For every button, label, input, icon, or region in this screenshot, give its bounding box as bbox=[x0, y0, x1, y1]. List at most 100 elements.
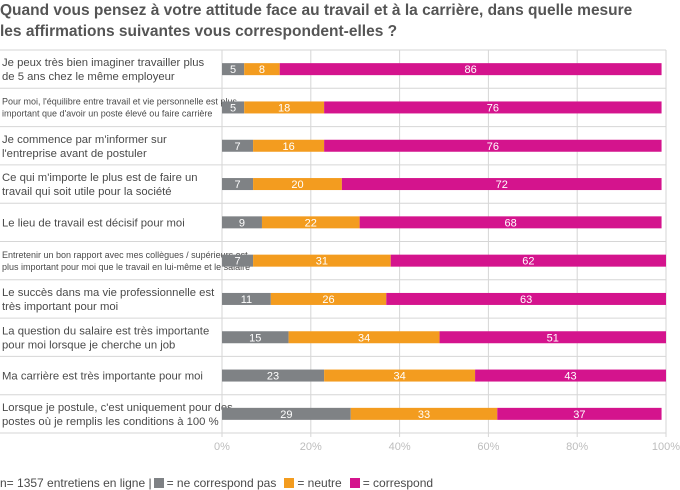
data-label: 76 bbox=[487, 102, 499, 114]
legend-item-correspond: = correspond bbox=[348, 476, 433, 490]
legend-item-neutre: = neutre bbox=[282, 476, 342, 490]
chart-title-line-2: les affirmations suivantes vous correspo… bbox=[0, 23, 398, 40]
bar-segment-ne-correspond-pas bbox=[222, 407, 351, 420]
bar-segment-correspond bbox=[475, 369, 666, 382]
data-label: 15 bbox=[249, 332, 261, 344]
bar-segment-ne-correspond-pas bbox=[222, 101, 245, 114]
category-label: Entretenir un bon rapport avec mes collè… bbox=[2, 250, 250, 272]
data-label: 7 bbox=[234, 256, 240, 268]
category-label: La question du salaire est très importan… bbox=[2, 325, 209, 351]
legend-label: = ne correspond pas bbox=[166, 476, 277, 490]
category-label-line: postes où je remplis les conditions à 10… bbox=[2, 416, 219, 428]
data-label: 20 bbox=[291, 179, 303, 191]
data-label: 33 bbox=[418, 409, 430, 421]
data-label: 7 bbox=[234, 179, 240, 191]
category-label: Pour moi, l'équilibre entre travail et v… bbox=[2, 97, 237, 119]
bar-segment-ne-correspond-pas bbox=[222, 178, 254, 191]
data-label: 26 bbox=[322, 294, 334, 306]
category-label-line: Ma carrière est très importante pour moi bbox=[2, 371, 203, 383]
data-label: 43 bbox=[564, 371, 576, 383]
bar-segment-correspond bbox=[359, 216, 662, 229]
category-label-line: Pour moi, l'équilibre entre travail et v… bbox=[2, 97, 237, 107]
bar-segment-correspond bbox=[324, 101, 662, 114]
data-label: 29 bbox=[280, 409, 292, 421]
data-label: 63 bbox=[520, 294, 532, 306]
bar-segment-neutre bbox=[253, 139, 325, 152]
data-label: 23 bbox=[267, 371, 279, 383]
bar-segment-correspond bbox=[279, 63, 662, 76]
category-label-line: La question du salaire est très importan… bbox=[2, 325, 209, 337]
category-label-line: Entretenir un bon rapport avec mes collè… bbox=[2, 250, 248, 260]
data-label: 11 bbox=[241, 294, 252, 306]
x-tick-label: 0% bbox=[214, 441, 230, 453]
category-label-line: Je commence par m'informer sur bbox=[2, 134, 167, 146]
bar-segment-correspond bbox=[386, 292, 666, 305]
data-label: 5 bbox=[230, 64, 236, 76]
data-label: 16 bbox=[282, 141, 294, 153]
category-label: Je peux très bien imaginer travailler pl… bbox=[2, 57, 205, 83]
chart-title-line-1: Quand vous pensez à votre attitude face … bbox=[0, 2, 633, 19]
data-label: 62 bbox=[522, 256, 534, 268]
category-label: Je commence par m'informer sur l'entrepri… bbox=[2, 134, 167, 160]
data-label: 68 bbox=[504, 217, 516, 229]
bar-segment-correspond bbox=[324, 139, 662, 152]
x-tick-label: 60% bbox=[477, 441, 499, 453]
category-label-line: très important pour moi bbox=[2, 301, 118, 313]
data-label: 34 bbox=[393, 371, 405, 383]
bar-segment-neutre bbox=[244, 63, 280, 76]
data-label: 34 bbox=[358, 332, 370, 344]
category-label-line: travail qui soit utile pour la société bbox=[2, 186, 172, 198]
data-label: 86 bbox=[465, 64, 477, 76]
bar-segment-ne-correspond-pas bbox=[222, 292, 271, 305]
data-label: 76 bbox=[487, 141, 499, 153]
category-label: Le succès dans ma vie professionnelle es… bbox=[2, 287, 215, 313]
bar-segment-neutre bbox=[324, 369, 476, 382]
data-label: 22 bbox=[305, 217, 317, 229]
bar-segment-ne-correspond-pas bbox=[222, 254, 254, 267]
legend-label: = correspond bbox=[362, 476, 434, 490]
bar-segment-neutre bbox=[350, 407, 498, 420]
category-label-line: important que d'avoir un poste élevé ou … bbox=[2, 109, 212, 119]
bar-segment-ne-correspond-pas bbox=[222, 216, 262, 229]
x-tick-label: 80% bbox=[566, 441, 588, 453]
data-label: 5 bbox=[230, 102, 236, 114]
category-label-line: pour moi lorsque je cherche un job bbox=[2, 339, 175, 351]
bar-segment-correspond bbox=[390, 254, 666, 267]
data-label: 31 bbox=[316, 256, 328, 268]
category-label-line: de 5 ans chez le même employeur bbox=[2, 71, 175, 83]
legend-swatch-grey bbox=[153, 478, 164, 488]
data-label: 8 bbox=[259, 64, 265, 76]
category-label-line: Je peux très bien imaginer travailler pl… bbox=[2, 57, 205, 69]
bar-segment-neutre bbox=[261, 216, 360, 229]
bar-segment-ne-correspond-pas bbox=[222, 63, 245, 76]
stacked-bar-chart: 0% 20% 40% 60% 80% 100% Je peux très bien imag… bbox=[0, 49, 680, 453]
chart-title: Quand vous pensez à votre attitude face … bbox=[0, 0, 680, 42]
data-label: 37 bbox=[573, 409, 585, 421]
bar-segment-neutre bbox=[253, 178, 342, 191]
x-tick-label: 20% bbox=[300, 441, 322, 453]
bar-segment-neutre bbox=[253, 254, 391, 267]
category-label-line: Ce qui m'importe le plus est de faire un bbox=[2, 172, 198, 184]
category-label: Ce qui m'importe le plus est de faire un… bbox=[2, 172, 198, 198]
bar-segment-neutre bbox=[270, 292, 387, 305]
bar-segment-correspond bbox=[497, 407, 662, 420]
category-label: Ma carrière est très importante pour moi bbox=[2, 371, 203, 383]
legend-item-ne-correspond-pas: = ne correspond pas bbox=[152, 476, 277, 490]
category-label-line: l'entreprise avant de postuler bbox=[2, 148, 147, 160]
data-label: 18 bbox=[278, 102, 290, 114]
category-label-line: plus important pour moi que le travail e… bbox=[2, 262, 250, 272]
category-label-line: Le lieu de travail est décisif pour moi bbox=[2, 217, 185, 229]
data-label: 7 bbox=[234, 141, 240, 153]
category-label-line: Le succès dans ma vie professionnelle es… bbox=[2, 287, 215, 299]
category-label: Le lieu de travail est décisif pour moi bbox=[2, 217, 185, 229]
x-tick-label: 100% bbox=[652, 441, 680, 453]
bar-segment-correspond bbox=[341, 178, 662, 191]
legend-label: = neutre bbox=[297, 476, 342, 490]
bar-segment-ne-correspond-pas bbox=[222, 331, 289, 344]
category-label-line: Lorsque je postule, c'est uniquement pou… bbox=[2, 402, 233, 414]
x-tick-label: 40% bbox=[389, 441, 411, 453]
data-label: 9 bbox=[239, 217, 245, 229]
bar-segment-neutre bbox=[288, 331, 440, 344]
data-label: 72 bbox=[496, 179, 508, 191]
data-label: 51 bbox=[547, 332, 559, 344]
